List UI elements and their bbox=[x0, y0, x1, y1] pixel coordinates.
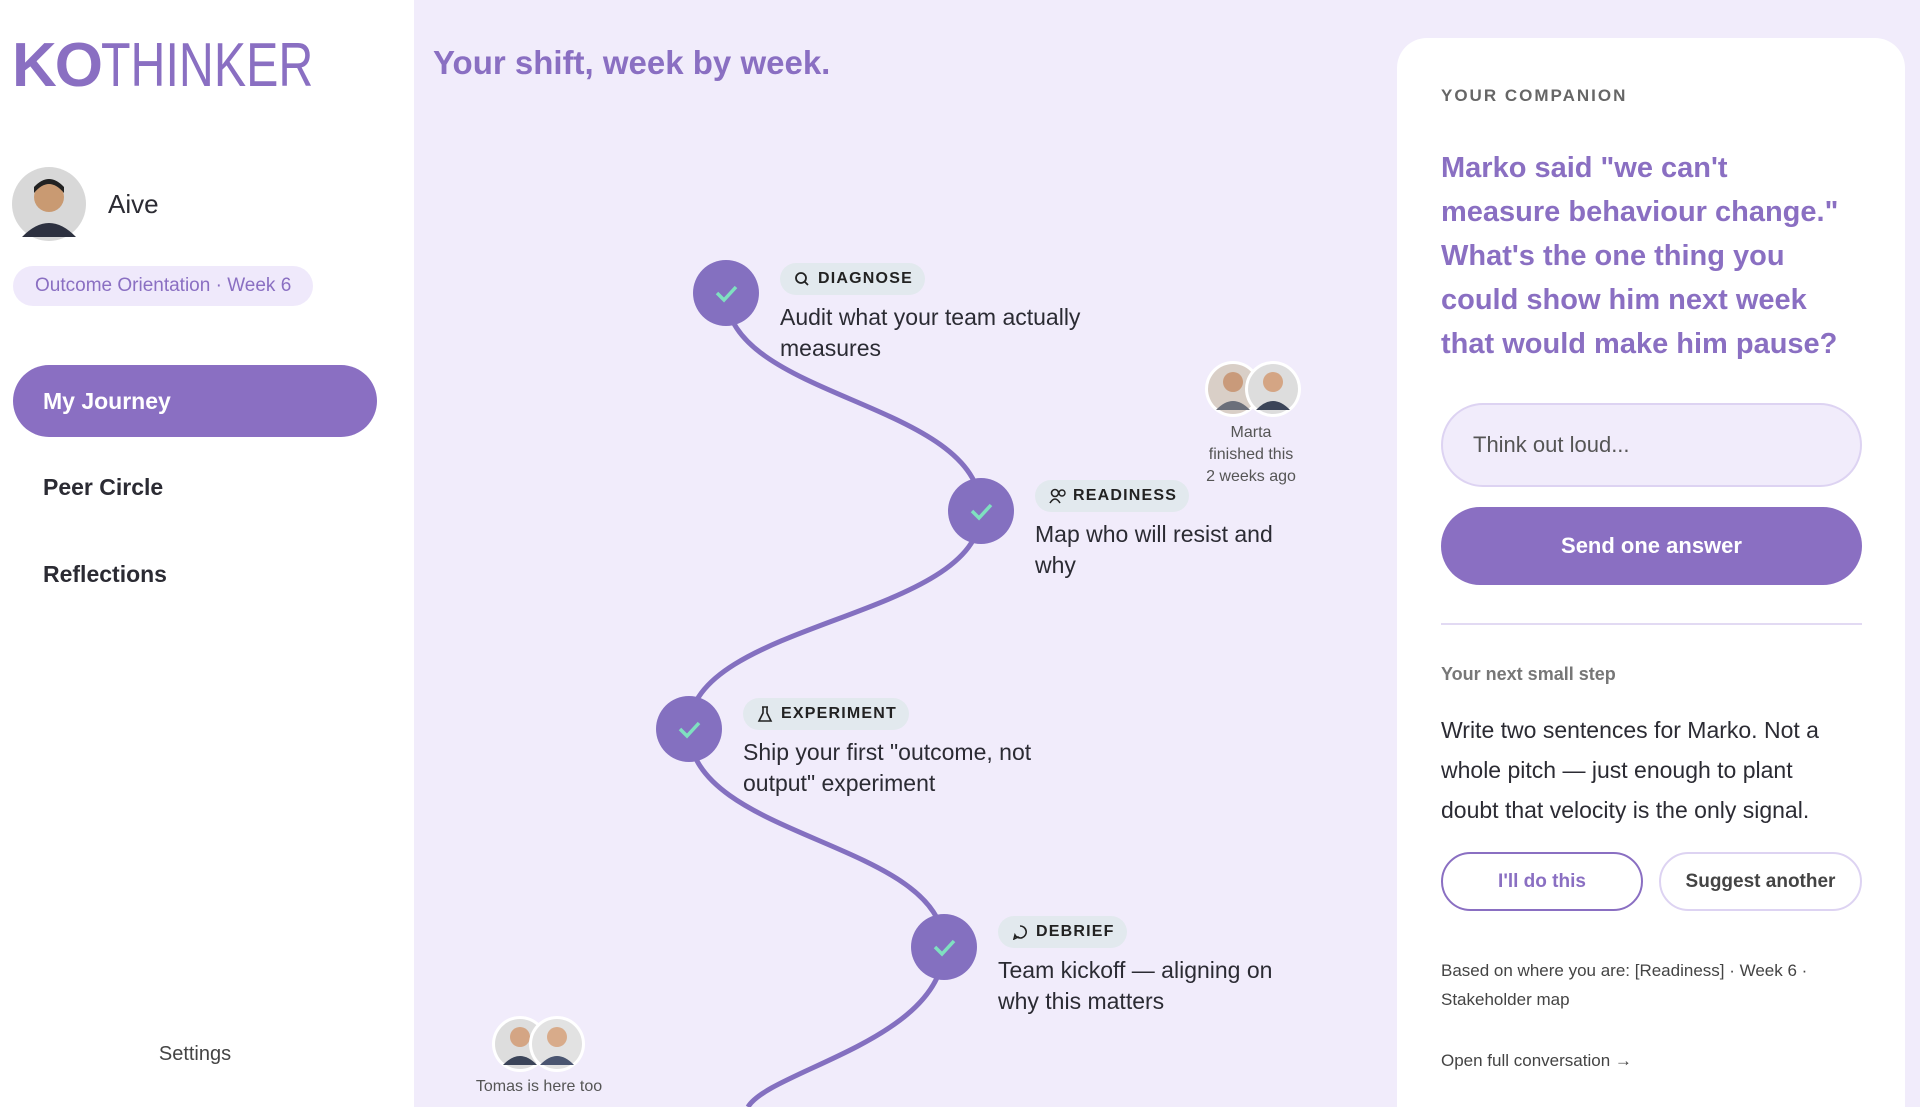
journey-path bbox=[492, 260, 1301, 1107]
next-label: Your next small step bbox=[1441, 664, 1616, 684]
step-tag: DIAGNOSE bbox=[780, 263, 925, 295]
based-line: Based on where you are: [Readiness] · We… bbox=[1441, 961, 1808, 980]
send-button[interactable]: Send one answer bbox=[1441, 507, 1862, 585]
next-line: doubt that velocity is the only signal. bbox=[1441, 797, 1810, 823]
peer-line: 2 weeks ago bbox=[1206, 468, 1296, 485]
step-line: output" experiment bbox=[743, 770, 936, 796]
sidebar: KOTHINKER Aive Outcome Orientation · Wee… bbox=[0, 0, 414, 1107]
node bbox=[693, 260, 759, 326]
next-step: Write two sentences for Marko. Not a who… bbox=[1441, 710, 1819, 830]
companion-card: YOUR COMPANION Marko said "we can't meas… bbox=[1397, 38, 1905, 1107]
step-tag: READINESS bbox=[1035, 480, 1190, 512]
settings-link[interactable]: Settings bbox=[158, 1043, 232, 1065]
step-tag: EXPERIMENT bbox=[743, 698, 910, 730]
open-conversation[interactable]: Open full conversation → bbox=[1441, 1051, 1632, 1070]
peer-avatars bbox=[1205, 361, 1301, 417]
peer-avatars bbox=[492, 1016, 585, 1072]
nav-item[interactable]: My Journey bbox=[13, 365, 377, 437]
step-line: Team kickoff — aligning on bbox=[998, 957, 1273, 983]
profile-badge: Outcome Orientation · Week 6 bbox=[13, 266, 314, 306]
step-line: why this matters bbox=[998, 988, 1165, 1014]
tag-text: READINESS bbox=[1073, 487, 1178, 504]
accept-button[interactable]: I'll do this bbox=[1441, 852, 1643, 911]
tag-text: DIAGNOSE bbox=[818, 270, 913, 287]
suggest-button[interactable]: Suggest another bbox=[1659, 852, 1862, 911]
node bbox=[656, 696, 722, 762]
next-line: whole pitch — just enough to plant bbox=[1441, 757, 1793, 783]
step-line: measures bbox=[780, 335, 881, 361]
step-line: Ship your first "outcome, not bbox=[743, 739, 1032, 765]
tag-text: DEBRIEF bbox=[1036, 923, 1115, 940]
logo-light: THINKER bbox=[101, 31, 314, 100]
question-line: measure behaviour change." bbox=[1441, 196, 1839, 228]
nav-item[interactable]: Peer Circle bbox=[43, 474, 164, 500]
question-line: Marko said "we can't bbox=[1441, 152, 1728, 184]
step-line: Map who will resist and bbox=[1035, 521, 1273, 547]
tag-text: EXPERIMENT bbox=[781, 705, 898, 722]
step-text: Team kickoff — aligning on why this matte… bbox=[998, 955, 1272, 1017]
logo-bold: KO bbox=[12, 31, 103, 100]
step-line: Audit what your team actually bbox=[780, 304, 1081, 330]
question: Marko said "we can't measure behaviour c… bbox=[1441, 146, 1838, 366]
step-text: Ship your first "outcome, not output" exp… bbox=[743, 737, 1031, 799]
answer-input[interactable]: Think out loud... bbox=[1441, 403, 1862, 487]
node bbox=[948, 478, 1014, 544]
peer-note: Tomas is here too bbox=[449, 1076, 629, 1098]
card-label: YOUR COMPANION bbox=[1441, 86, 1628, 105]
profile-name: Aive bbox=[108, 189, 159, 219]
question-line: What's the one thing you bbox=[1441, 240, 1785, 272]
divider bbox=[1441, 623, 1862, 625]
nav-item[interactable]: Reflections bbox=[43, 561, 167, 587]
step-tag: DEBRIEF bbox=[998, 916, 1127, 948]
based-line: Stakeholder map bbox=[1441, 990, 1570, 1009]
peer-line: Tomas is here too bbox=[475, 1078, 603, 1095]
avatar bbox=[12, 167, 86, 241]
peer-line: Marta bbox=[1230, 424, 1272, 441]
question-line: that would make him pause? bbox=[1441, 328, 1838, 360]
peer-line: finished this bbox=[1208, 446, 1294, 463]
step-line: why bbox=[1035, 552, 1076, 578]
logo: KOTHINKER bbox=[12, 30, 373, 102]
peer-note: Marta finished this 2 weeks ago bbox=[1171, 422, 1331, 488]
step-text: Audit what your team actually measures bbox=[780, 302, 1080, 364]
page-title: Your shift, week by week. bbox=[433, 44, 831, 81]
based-on: Based on where you are: [Readiness] · We… bbox=[1441, 956, 1807, 1014]
node bbox=[911, 914, 977, 980]
step-text: Map who will resist and why bbox=[1035, 519, 1273, 581]
question-line: could show him next week bbox=[1441, 284, 1807, 316]
next-line: Write two sentences for Marko. Not a bbox=[1441, 717, 1819, 743]
